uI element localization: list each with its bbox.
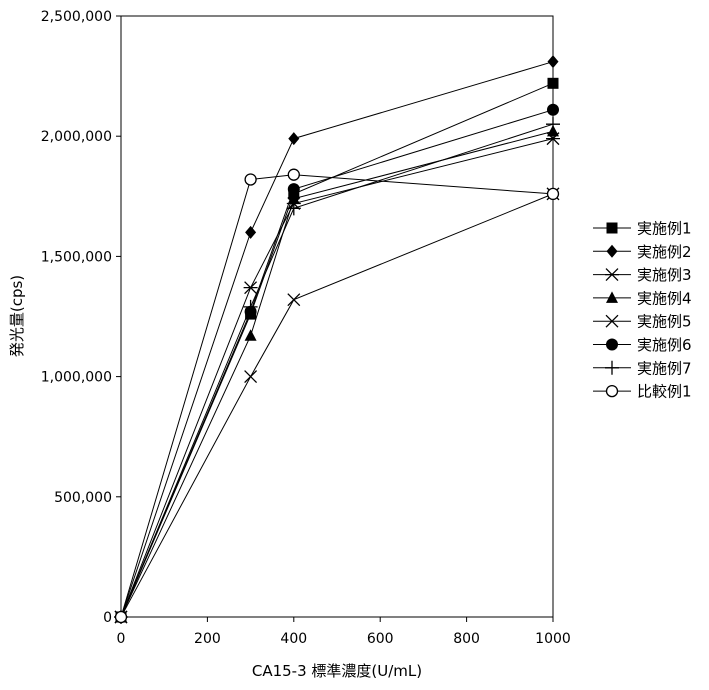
series-line bbox=[120, 138, 554, 618]
data-point bbox=[245, 225, 257, 239]
y-axis-ticks: 0 500,000 1,000,000 1,500,000 2,000,000 2,500… bbox=[41, 9, 121, 626]
y-tick-label: 0 bbox=[103, 610, 112, 626]
series-7 bbox=[114, 117, 560, 624]
series-4 bbox=[115, 124, 559, 622]
data-point bbox=[287, 183, 300, 196]
plot-frame bbox=[120, 15, 554, 618]
series-line bbox=[120, 193, 554, 618]
data-point bbox=[244, 370, 258, 384]
data-point bbox=[286, 201, 301, 216]
series-line bbox=[120, 123, 554, 618]
legend-marker bbox=[606, 222, 618, 234]
y-tick-label: 2,000,000 bbox=[41, 129, 112, 145]
legend-marker bbox=[606, 291, 618, 303]
data-point bbox=[546, 187, 560, 201]
series-line bbox=[120, 82, 554, 618]
legend-label: 実施例7 bbox=[637, 359, 692, 377]
legend-item: 実施例7 bbox=[593, 359, 692, 377]
x-tick-label: 800 bbox=[453, 631, 480, 647]
series-line bbox=[120, 109, 554, 618]
legend-item: 実施例4 bbox=[593, 289, 692, 307]
data-point bbox=[114, 610, 128, 624]
data-point bbox=[244, 173, 257, 186]
legend-label: 実施例4 bbox=[637, 289, 692, 307]
series-1 bbox=[115, 77, 559, 623]
x-tick-label: 0 bbox=[117, 631, 126, 647]
series-layer bbox=[114, 55, 560, 624]
y-tick-label: 1,500,000 bbox=[41, 249, 112, 265]
data-point bbox=[243, 281, 258, 295]
legend-item: 実施例6 bbox=[593, 336, 692, 354]
data-point bbox=[547, 103, 559, 116]
y-tick-label: 2,500,000 bbox=[41, 9, 112, 25]
data-point bbox=[287, 293, 301, 307]
series-3 bbox=[114, 132, 560, 624]
data-point bbox=[244, 329, 257, 341]
series-line bbox=[120, 130, 554, 618]
legend-marker bbox=[606, 338, 618, 351]
legend-item: 実施例3 bbox=[593, 266, 692, 284]
data-point bbox=[243, 299, 258, 314]
legend-label: 実施例3 bbox=[637, 266, 692, 284]
legend: 実施例1 実施例2 実施例3 実施例4 実施例5 実施例6 実施例7 比較例1 bbox=[593, 220, 692, 401]
x-tick-label: 400 bbox=[280, 631, 307, 647]
legend-item: 実施例2 bbox=[593, 243, 692, 261]
series-line bbox=[120, 174, 554, 618]
legend-item: 実施例5 bbox=[593, 313, 692, 331]
series-2 bbox=[115, 55, 559, 624]
data-point bbox=[287, 168, 300, 181]
series-8 bbox=[114, 168, 560, 624]
legend-marker bbox=[605, 268, 619, 282]
legend-label: 実施例2 bbox=[637, 243, 692, 261]
legend-label: 実施例5 bbox=[637, 313, 692, 331]
legend-item: 比較例1 bbox=[593, 383, 692, 401]
legend-item: 実施例1 bbox=[593, 220, 692, 238]
series-5 bbox=[114, 187, 560, 624]
legend-marker bbox=[605, 360, 619, 375]
legend-label: 実施例6 bbox=[637, 336, 692, 354]
x-tick-label: 600 bbox=[367, 631, 394, 647]
legend-label: 実施例1 bbox=[637, 220, 692, 238]
legend-marker bbox=[606, 244, 618, 258]
data-point bbox=[288, 132, 300, 146]
data-point bbox=[547, 77, 559, 89]
y-axis-title: 発光量(cps) bbox=[8, 275, 26, 357]
data-point bbox=[546, 117, 560, 132]
data-point bbox=[547, 55, 559, 69]
data-point bbox=[287, 192, 300, 204]
x-tick-label: 200 bbox=[194, 631, 221, 647]
y-tick-label: 500,000 bbox=[54, 490, 112, 506]
legend-label: 比較例1 bbox=[637, 383, 692, 401]
x-axis-ticks: 0 200 400 600 800 1000 bbox=[117, 617, 571, 647]
series-line bbox=[120, 61, 554, 618]
x-tick-label: 1000 bbox=[535, 631, 571, 647]
series-6 bbox=[115, 103, 559, 623]
x-axis-title: CA15-3 標準濃度(U/mL) bbox=[252, 662, 422, 680]
legend-marker bbox=[605, 384, 619, 398]
y-tick-label: 1,000,000 bbox=[41, 370, 112, 386]
legend-marker bbox=[605, 314, 619, 328]
